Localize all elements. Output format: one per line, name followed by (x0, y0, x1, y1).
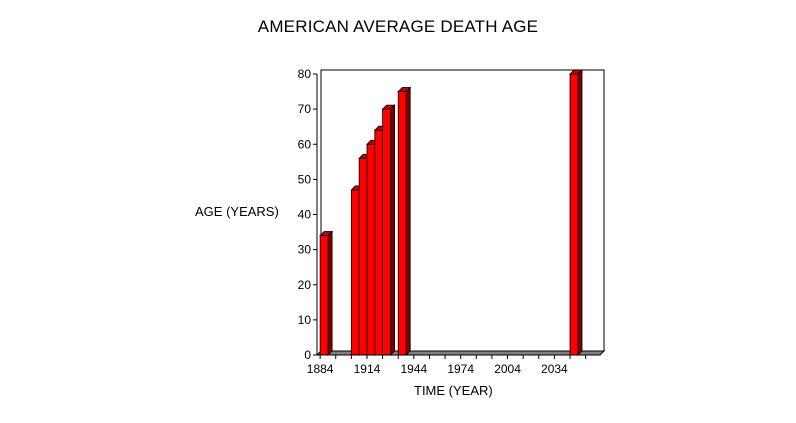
bar-front (350, 189, 360, 356)
bar-series (319, 69, 583, 356)
x-tick-label: 2034 (541, 362, 568, 376)
bar-side (390, 104, 395, 356)
bar (569, 69, 583, 356)
bar-front (569, 73, 579, 356)
x-tick-label: 1914 (354, 362, 381, 376)
bar (319, 230, 334, 356)
y-tick-label: 80 (298, 67, 312, 81)
y-tick-label: 70 (298, 102, 312, 116)
bar-front (366, 143, 376, 356)
x-tick-label: 1944 (400, 362, 427, 376)
bar-front (382, 108, 391, 356)
y-tick-label: 40 (298, 208, 312, 222)
y-tick-label: 10 (298, 313, 312, 327)
bar-front (374, 129, 384, 356)
y-axis-label: AGE (YEARS) (195, 204, 279, 219)
bar-side (327, 230, 333, 356)
x-axis-label: TIME (YEAR) (414, 383, 493, 398)
bar-side (577, 69, 583, 356)
chart-title: AMERICAN AVERAGE DEATH AGE (257, 17, 539, 36)
axes: 0 10 20 30 40 50 60 70 80 1884 1914 1944 1974 2004 203… (298, 67, 600, 376)
y-tick-label: 30 (298, 243, 312, 257)
bar (381, 104, 396, 356)
bar-front (397, 91, 407, 356)
y-tick-label: 60 (298, 137, 312, 151)
bar (397, 86, 412, 356)
bar-front (319, 235, 329, 356)
bar-front (358, 157, 368, 356)
x-tick-label: 1884 (307, 362, 334, 376)
x-tick-label: 1974 (447, 362, 474, 376)
x-tick-label: 2004 (494, 362, 521, 376)
y-tick-label: 0 (304, 348, 311, 362)
y-tick-label: 20 (298, 278, 312, 292)
y-tick-label: 50 (298, 172, 312, 186)
bar-side (405, 86, 411, 356)
